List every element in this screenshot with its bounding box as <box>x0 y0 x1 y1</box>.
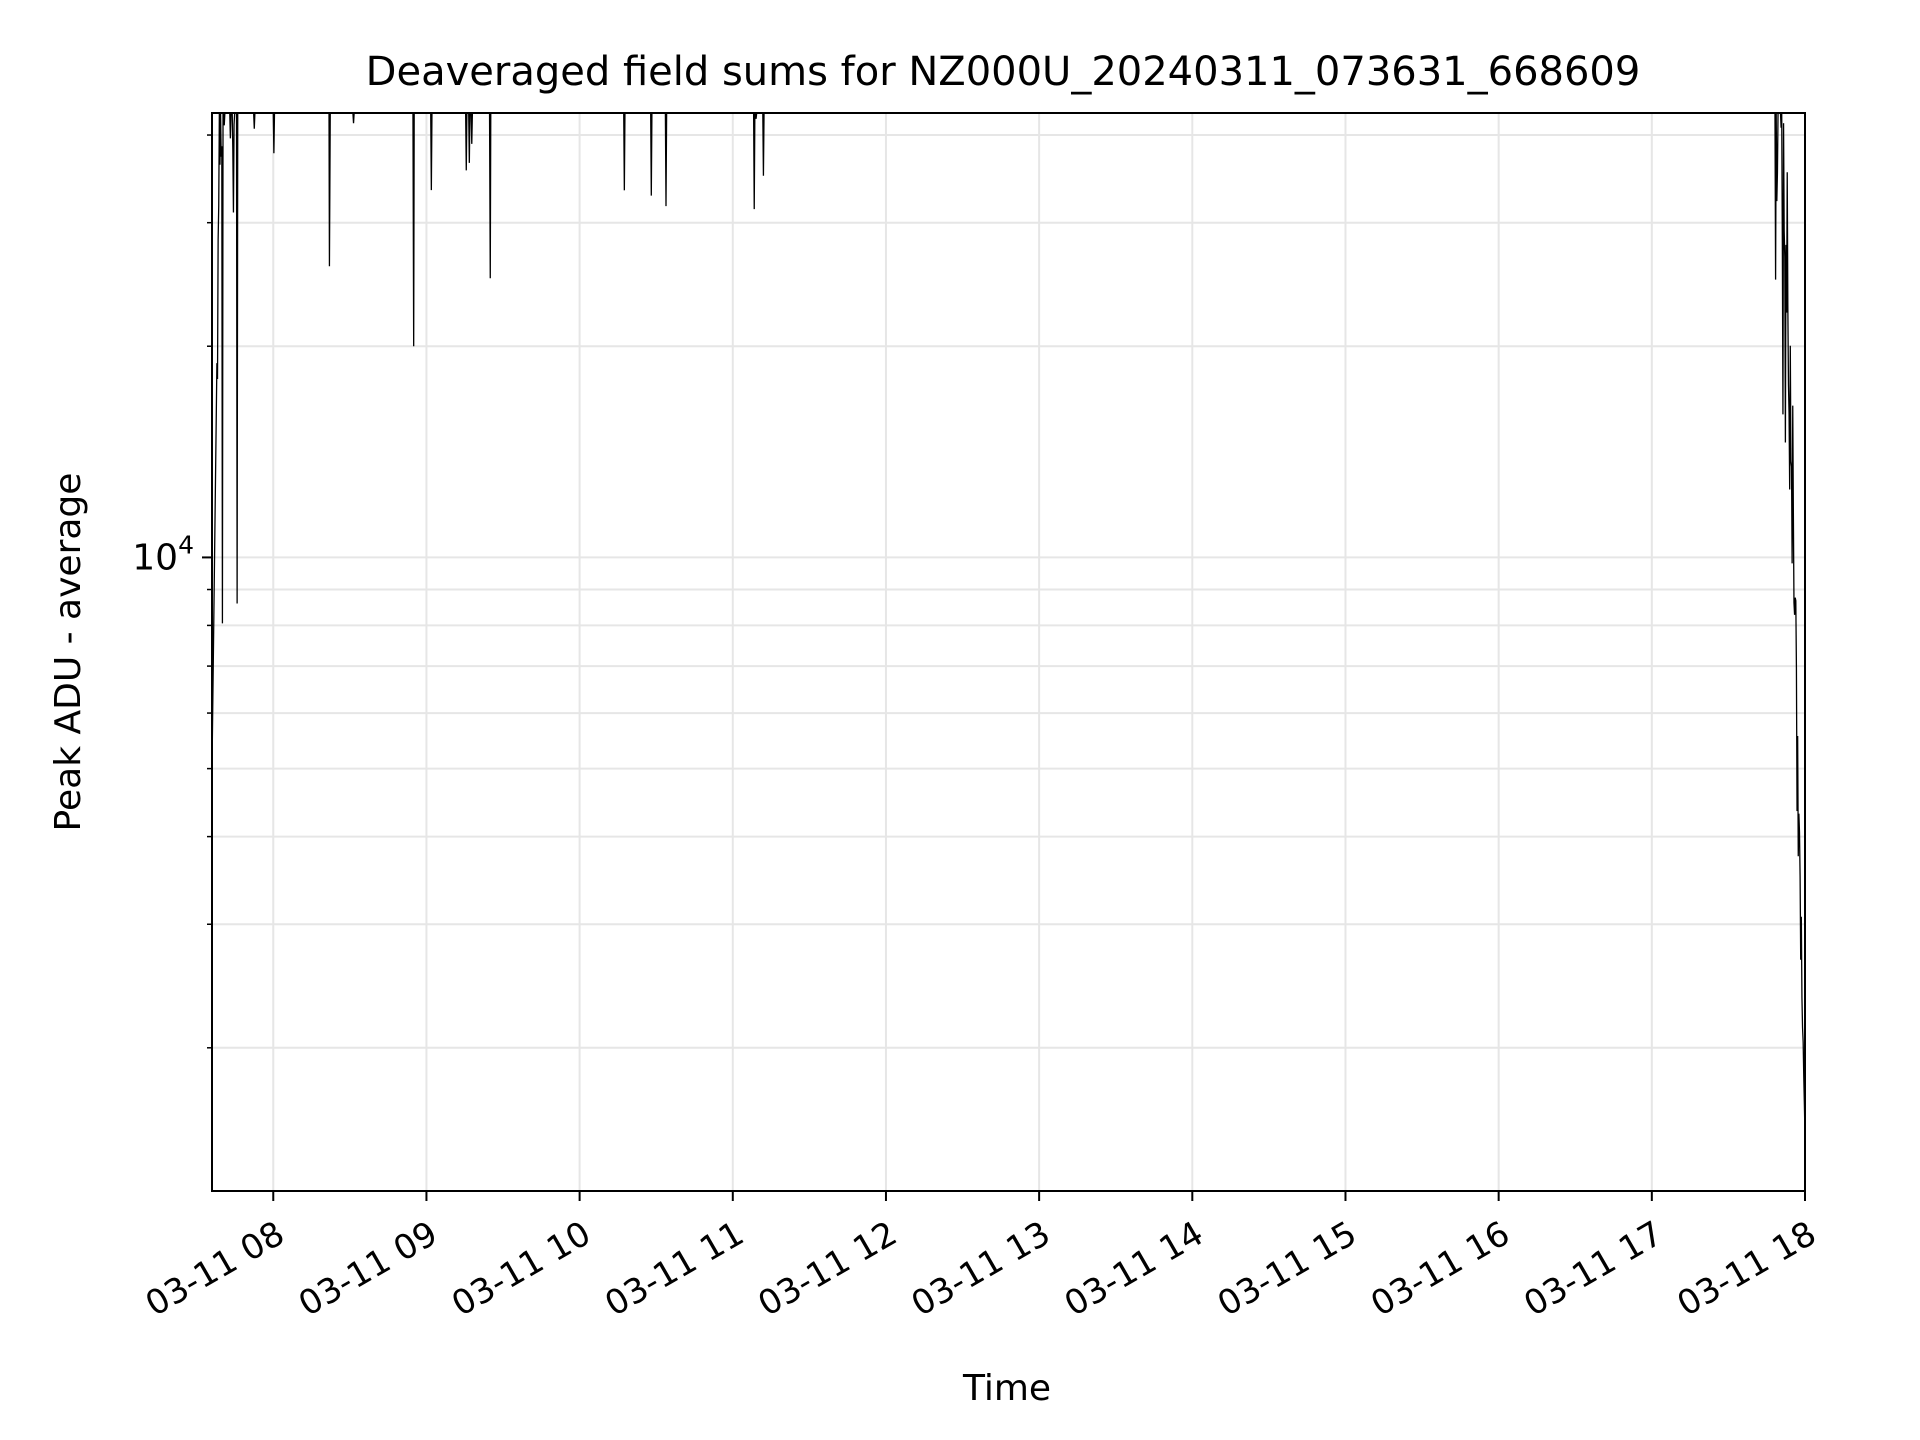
plot-frame <box>211 112 1806 1192</box>
y-tick-label: 104 <box>132 530 194 578</box>
y-axis-label: Peak ADU - average <box>48 473 89 832</box>
x-axis-label: Time <box>962 1368 1051 1409</box>
chart-title: Deaveraged field sums for NZ000U_2024031… <box>366 49 1641 95</box>
